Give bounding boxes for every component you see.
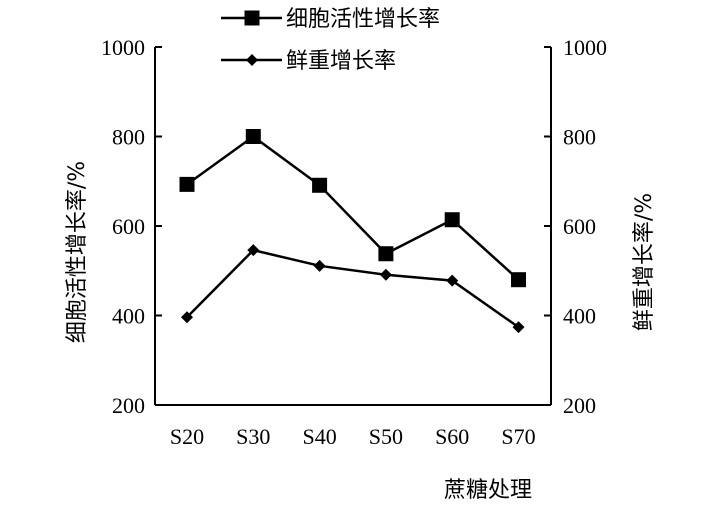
- x-tick-label: S70: [501, 424, 535, 449]
- data-point: [245, 129, 261, 144]
- data-point: [378, 246, 394, 262]
- y-tick-label-right: 200: [563, 393, 596, 418]
- series-line: [186, 134, 520, 281]
- y-tick-label-left: 200: [112, 393, 145, 418]
- data-point: [179, 176, 195, 192]
- y-tick-label-left: 400: [112, 304, 145, 329]
- y-tick-label-right: 800: [563, 125, 596, 150]
- legend-item-1: 细胞活性增长率: [221, 7, 440, 32]
- x-axis-title: 蔗糖处理: [444, 478, 532, 503]
- y-tick-label-left: 600: [112, 214, 145, 239]
- y-tick-label-left: 800: [112, 125, 145, 150]
- y-axis-title-left: 细胞活性增长率/%: [65, 161, 90, 343]
- x-tick-label: S50: [369, 424, 403, 449]
- y-ticks: 200 200 400 400 600 600 800 800 1000 1000: [101, 35, 607, 418]
- data-point: [444, 212, 460, 228]
- y-tick-label-right: 400: [563, 304, 596, 329]
- data-point: [312, 177, 328, 193]
- legend-label: 细胞活性增长率: [286, 7, 440, 32]
- series-2: [181, 244, 525, 334]
- data-point: [313, 259, 326, 272]
- y-tick-label-right: 1000: [563, 35, 607, 60]
- y-tick-label-left: 1000: [101, 35, 145, 60]
- series-1: [179, 129, 526, 288]
- y-axis-title-right: 鲜重增长率/%: [632, 193, 657, 331]
- data-point: [247, 244, 260, 257]
- x-tick-label: S20: [170, 424, 204, 449]
- data-point: [446, 274, 459, 287]
- x-tick-label: S40: [302, 424, 336, 449]
- series-group: [179, 129, 526, 334]
- legend-label: 鲜重增长率: [286, 49, 396, 74]
- data-point: [511, 272, 526, 288]
- legend-marker: [244, 10, 260, 26]
- legend-marker: [246, 54, 258, 66]
- data-point: [379, 268, 392, 281]
- x-tick-label: S60: [435, 424, 469, 449]
- axes: [154, 47, 552, 406]
- y-tick-label-right: 600: [563, 214, 596, 239]
- series-line: [186, 248, 520, 329]
- data-point: [181, 311, 193, 324]
- x-ticks: S20 S30 S40 S50 S60 S70: [170, 424, 536, 449]
- data-point: [512, 321, 525, 334]
- x-tick-label: S30: [236, 424, 270, 449]
- legend-item-2: 鲜重增长率: [221, 49, 396, 74]
